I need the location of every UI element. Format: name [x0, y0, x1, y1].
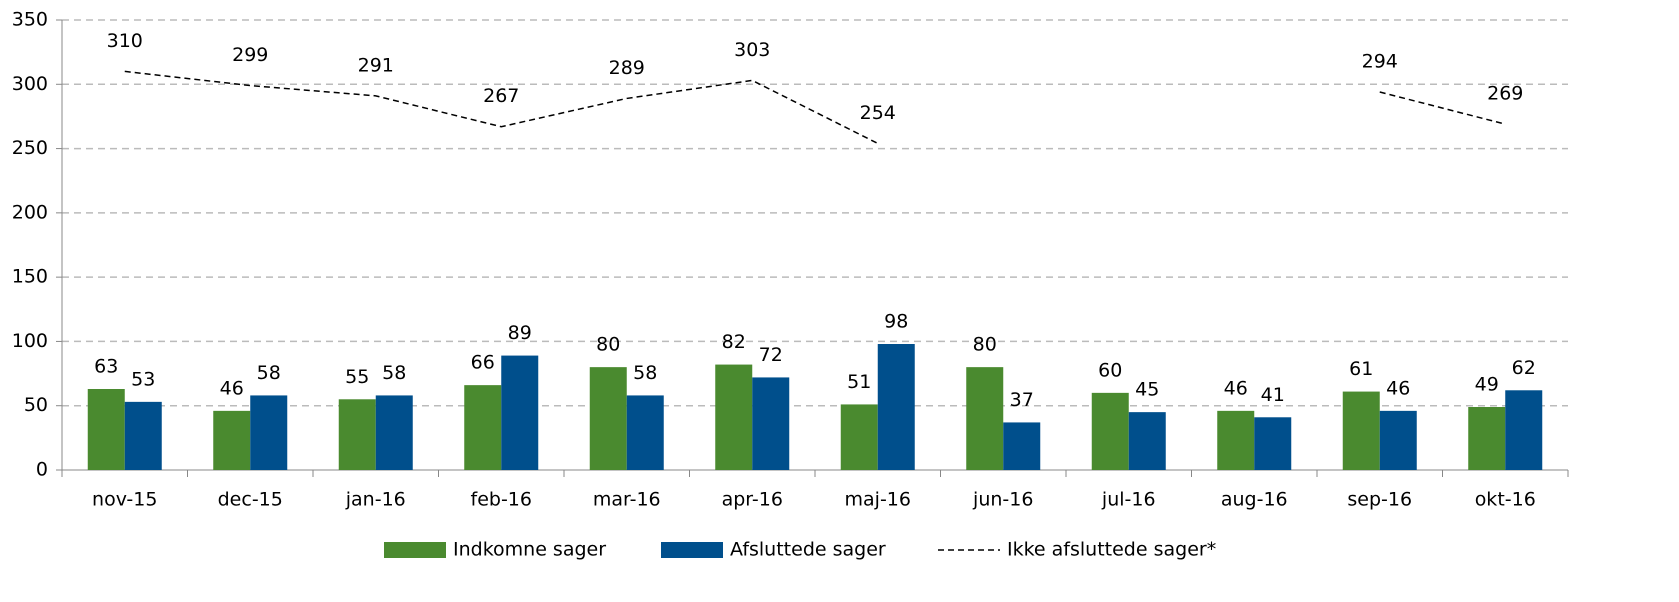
data-label: 310 — [107, 30, 143, 52]
x-tick-label: aug-16 — [1221, 489, 1288, 511]
x-tick-label: mar-16 — [593, 489, 661, 511]
x-tick-label: dec-15 — [218, 489, 283, 511]
data-label: 62 — [1512, 357, 1536, 379]
data-label: 51 — [847, 371, 871, 393]
line — [1379, 91, 1506, 125]
bar — [1468, 407, 1506, 470]
x-tick-label: jan-16 — [345, 489, 406, 511]
bar — [1342, 391, 1380, 470]
bar — [124, 401, 162, 470]
bar — [1505, 390, 1543, 470]
data-label: 46 — [1386, 377, 1410, 399]
data-label: 89 — [508, 322, 532, 344]
data-label: 58 — [257, 362, 281, 384]
x-tick-label: sep-16 — [1347, 489, 1412, 511]
y-tick-label: 100 — [12, 330, 48, 352]
data-label: 58 — [382, 362, 406, 384]
bar — [464, 385, 502, 470]
y-tick-label: 300 — [12, 73, 48, 95]
data-label: 303 — [734, 39, 770, 61]
bar — [213, 410, 251, 470]
bar — [1379, 410, 1417, 470]
data-label: 46 — [220, 377, 244, 399]
legend-swatch — [661, 542, 723, 558]
bar — [87, 389, 125, 470]
bar — [966, 367, 1004, 470]
bar — [375, 395, 413, 470]
bar — [1091, 392, 1129, 470]
x-tick-label: nov-15 — [92, 489, 157, 511]
x-tick-label: apr-16 — [722, 489, 783, 511]
y-tick-label: 250 — [12, 137, 48, 159]
bar — [1003, 422, 1041, 470]
data-label: 267 — [483, 85, 519, 107]
data-label: 254 — [860, 102, 896, 124]
legend-label: Afsluttede sager — [730, 539, 886, 561]
bar — [338, 399, 376, 470]
y-tick-label: 0 — [36, 459, 48, 481]
bar — [1254, 417, 1292, 470]
data-label: 60 — [1098, 359, 1122, 381]
data-label: 49 — [1475, 374, 1499, 396]
x-tick-label: jun-16 — [972, 489, 1033, 511]
x-tick-label: jul-16 — [1101, 489, 1156, 511]
bar — [626, 395, 664, 470]
bar — [752, 377, 790, 470]
x-tick-label: okt-16 — [1475, 489, 1536, 511]
data-label: 299 — [232, 44, 268, 66]
bar — [501, 355, 539, 470]
bar — [1217, 410, 1255, 470]
legend-swatch — [384, 542, 446, 558]
x-tick-label: maj-16 — [845, 489, 911, 511]
data-label: 58 — [633, 362, 657, 384]
x-tick-label: feb-16 — [471, 489, 532, 511]
data-label: 80 — [596, 334, 620, 356]
bar — [840, 404, 878, 470]
y-tick-label: 150 — [12, 266, 48, 288]
data-label: 82 — [722, 331, 746, 353]
data-label: 80 — [973, 334, 997, 356]
bar — [877, 344, 915, 470]
data-label: 61 — [1349, 358, 1373, 380]
bar — [589, 367, 627, 470]
legend-label: Indkomne sager — [453, 539, 606, 561]
bar — [250, 395, 288, 470]
data-label: 289 — [609, 57, 645, 79]
data-label: 291 — [358, 54, 394, 76]
bar — [1128, 412, 1166, 470]
data-label: 72 — [759, 344, 783, 366]
data-label: 294 — [1362, 51, 1398, 73]
data-label: 55 — [345, 366, 369, 388]
data-label: 41 — [1261, 384, 1285, 406]
y-tick-label: 200 — [12, 201, 48, 223]
y-tick-label: 350 — [12, 9, 48, 31]
data-label: 66 — [471, 352, 495, 374]
data-label: 46 — [1224, 377, 1248, 399]
data-label: 45 — [1135, 379, 1159, 401]
data-label: 37 — [1010, 389, 1034, 411]
data-label: 63 — [94, 356, 118, 378]
y-tick-label: 50 — [24, 394, 48, 416]
bar — [715, 364, 753, 470]
data-label: 98 — [884, 311, 908, 333]
data-label: 269 — [1487, 83, 1523, 105]
legend-label: Ikke afsluttede sager* — [1007, 539, 1216, 561]
data-label: 53 — [131, 368, 155, 390]
line — [124, 70, 879, 145]
